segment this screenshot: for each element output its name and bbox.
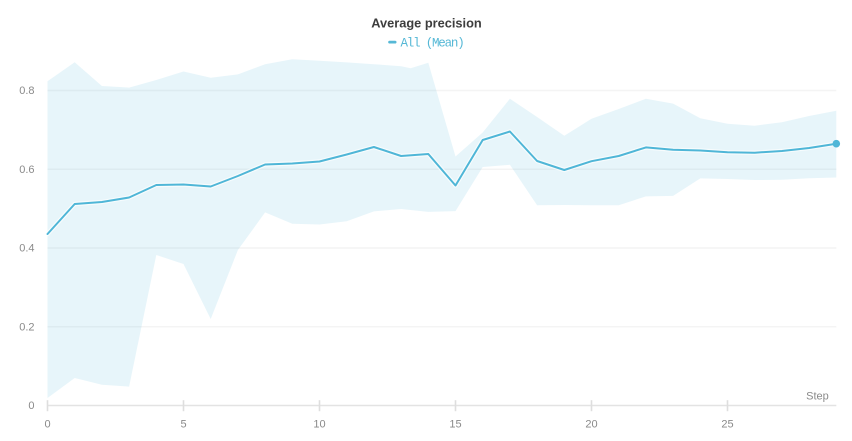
svg-text:0.2: 0.2	[19, 321, 34, 333]
svg-text:0.8: 0.8	[19, 85, 34, 97]
svg-text:5: 5	[180, 419, 186, 431]
svg-text:10: 10	[313, 419, 325, 431]
svg-text:0.6: 0.6	[19, 164, 34, 176]
svg-text:Average precision: Average precision	[371, 16, 482, 31]
svg-text:15: 15	[449, 419, 461, 431]
svg-text:20: 20	[585, 419, 597, 431]
svg-text:All (Mean): All (Mean)	[400, 36, 463, 50]
svg-text:25: 25	[721, 419, 733, 431]
svg-text:0.4: 0.4	[19, 243, 34, 255]
svg-text:0: 0	[44, 419, 50, 431]
svg-text:Step: Step	[806, 391, 829, 403]
svg-text:0: 0	[28, 400, 34, 412]
